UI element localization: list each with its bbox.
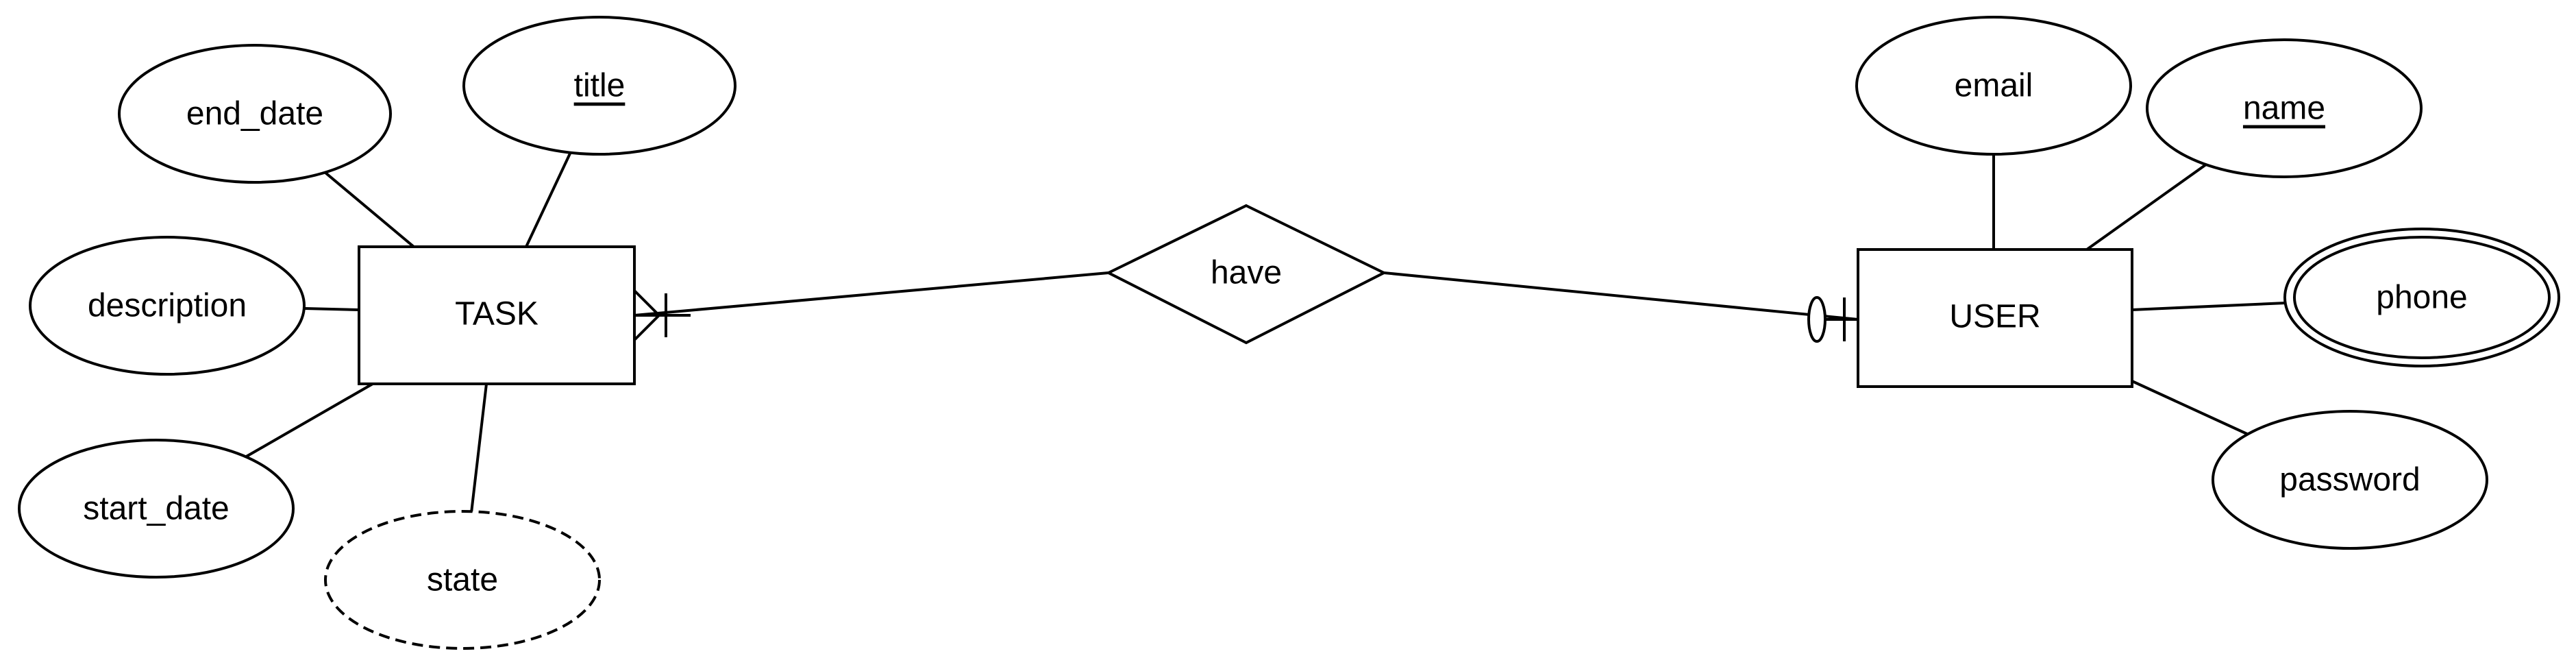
- cardinality-zero-or-one-marker: [1807, 296, 1858, 343]
- attribute-end-date: end_date: [118, 44, 392, 184]
- relationship-have-label: have: [1211, 255, 1282, 291]
- attribute-description-label: description: [88, 288, 247, 324]
- attribute-title: title: [462, 16, 736, 156]
- edge-user-phone: [2131, 302, 2286, 311]
- edge-user-password: [2131, 380, 2249, 436]
- attribute-start-date: start_date: [18, 439, 295, 579]
- attribute-phone-label: phone: [2376, 280, 2467, 316]
- attribute-password-label: password: [2279, 462, 2420, 498]
- attribute-name: name: [2146, 38, 2423, 178]
- attribute-email: email: [1855, 16, 2132, 156]
- edge-task-title: [525, 153, 571, 247]
- attribute-title-label: title: [574, 68, 626, 104]
- attribute-start-date-label: start_date: [83, 491, 229, 527]
- attribute-email-label: email: [1955, 68, 2033, 104]
- attribute-end-date-label: end_date: [186, 96, 323, 132]
- cardinality-one-or-many-marker: [633, 289, 691, 341]
- relationship-have: have: [1105, 204, 1387, 345]
- relationship-line-task: [634, 271, 1109, 317]
- attribute-description: description: [29, 236, 306, 376]
- relationship-line-user: [1383, 271, 1859, 321]
- edge-task-description: [304, 307, 360, 311]
- attribute-name-label: name: [2243, 90, 2325, 127]
- attribute-password: password: [2212, 410, 2488, 550]
- entity-task-label: TASK: [455, 296, 538, 332]
- attribute-state-label: state: [427, 562, 498, 598]
- edge-task-end-date: [324, 171, 415, 248]
- edge-task-state: [470, 383, 488, 513]
- attribute-phone-multivalued: phone: [2283, 228, 2560, 367]
- entity-user: USER: [1857, 248, 2133, 388]
- edge-user-name: [2085, 163, 2207, 251]
- edge-task-start-date: [243, 382, 373, 459]
- attribute-state-derived: state: [324, 510, 601, 650]
- entity-user-label: USER: [1949, 299, 2040, 335]
- connectors: [243, 153, 2286, 513]
- entity-task: TASK: [358, 245, 636, 385]
